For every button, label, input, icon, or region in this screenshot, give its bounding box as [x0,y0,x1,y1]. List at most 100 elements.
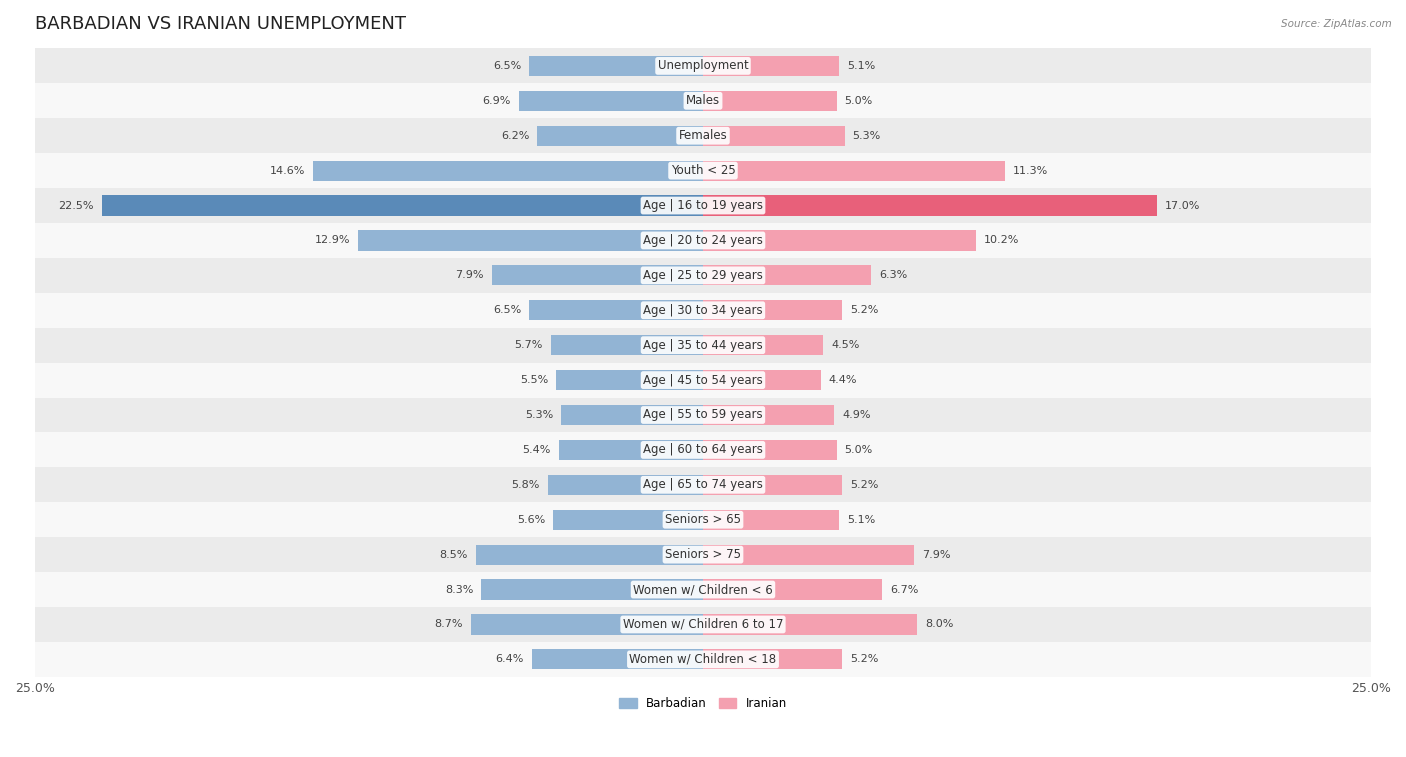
Bar [703,230,976,251]
Bar [519,91,703,111]
Bar [561,405,703,425]
Bar [35,188,1371,223]
Bar [35,397,1371,432]
Text: Females: Females [679,129,727,142]
Bar [35,83,1371,118]
Bar [554,509,703,530]
Bar [703,335,824,355]
Bar [703,370,821,390]
Text: 14.6%: 14.6% [270,166,305,176]
Text: 5.8%: 5.8% [512,480,540,490]
Bar [35,642,1371,677]
Bar [703,440,837,460]
Legend: Barbadian, Iranian: Barbadian, Iranian [614,693,792,715]
Text: 5.3%: 5.3% [524,410,554,420]
Text: 8.5%: 8.5% [440,550,468,559]
Bar [703,126,845,146]
Text: 6.5%: 6.5% [494,305,522,315]
Text: 10.2%: 10.2% [984,235,1019,245]
Text: Age | 35 to 44 years: Age | 35 to 44 years [643,338,763,352]
Text: 5.5%: 5.5% [520,375,548,385]
Text: Seniors > 75: Seniors > 75 [665,548,741,561]
Text: 6.4%: 6.4% [495,654,524,665]
Text: 5.4%: 5.4% [522,445,551,455]
Bar [703,650,842,669]
Bar [703,160,1005,181]
Bar [35,572,1371,607]
Text: Age | 30 to 34 years: Age | 30 to 34 years [643,304,763,316]
Bar [35,607,1371,642]
Text: 8.0%: 8.0% [925,619,953,630]
Bar [35,118,1371,153]
Bar [35,432,1371,467]
Bar [703,265,872,285]
Text: Age | 25 to 29 years: Age | 25 to 29 years [643,269,763,282]
Text: 8.7%: 8.7% [434,619,463,630]
Bar [471,615,703,634]
Bar [35,153,1371,188]
Bar [537,126,703,146]
Text: 5.6%: 5.6% [517,515,546,525]
Bar [703,300,842,320]
Text: 5.2%: 5.2% [851,305,879,315]
Text: 5.3%: 5.3% [852,131,882,141]
Text: 5.0%: 5.0% [845,445,873,455]
Text: Age | 55 to 59 years: Age | 55 to 59 years [643,409,763,422]
Text: 5.1%: 5.1% [848,61,876,71]
Bar [35,48,1371,83]
Text: 17.0%: 17.0% [1166,201,1201,210]
Bar [35,467,1371,503]
Text: 5.7%: 5.7% [515,340,543,350]
Bar [558,440,703,460]
Text: Women w/ Children < 6: Women w/ Children < 6 [633,583,773,596]
Bar [703,615,917,634]
Bar [703,56,839,76]
Bar [314,160,703,181]
Text: 6.3%: 6.3% [879,270,908,280]
Bar [703,405,834,425]
Text: Unemployment: Unemployment [658,59,748,73]
Text: Age | 65 to 74 years: Age | 65 to 74 years [643,478,763,491]
Bar [35,363,1371,397]
Text: 5.2%: 5.2% [851,480,879,490]
Text: 11.3%: 11.3% [1012,166,1049,176]
Text: BARBADIAN VS IRANIAN UNEMPLOYMENT: BARBADIAN VS IRANIAN UNEMPLOYMENT [35,15,406,33]
Bar [35,258,1371,293]
Bar [551,335,703,355]
Text: 7.9%: 7.9% [922,550,950,559]
Bar [35,503,1371,537]
Text: 8.3%: 8.3% [444,584,474,594]
Bar [35,293,1371,328]
Text: 5.0%: 5.0% [845,96,873,106]
Text: 6.2%: 6.2% [501,131,529,141]
Text: Youth < 25: Youth < 25 [671,164,735,177]
Bar [35,328,1371,363]
Bar [531,650,703,669]
Text: Males: Males [686,95,720,107]
Text: 6.7%: 6.7% [890,584,918,594]
Bar [548,475,703,495]
Bar [529,300,703,320]
Bar [703,195,1157,216]
Bar [101,195,703,216]
Text: Age | 16 to 19 years: Age | 16 to 19 years [643,199,763,212]
Text: 6.5%: 6.5% [494,61,522,71]
Text: Women w/ Children < 18: Women w/ Children < 18 [630,653,776,666]
Text: 5.1%: 5.1% [848,515,876,525]
Bar [35,223,1371,258]
Bar [703,544,914,565]
Text: Women w/ Children 6 to 17: Women w/ Children 6 to 17 [623,618,783,631]
Text: 5.2%: 5.2% [851,654,879,665]
Bar [703,579,882,600]
Text: 6.9%: 6.9% [482,96,510,106]
Bar [703,475,842,495]
Text: 4.4%: 4.4% [828,375,858,385]
Bar [475,544,703,565]
Bar [703,509,839,530]
Text: 4.9%: 4.9% [842,410,870,420]
Bar [359,230,703,251]
Bar [555,370,703,390]
Bar [481,579,703,600]
Text: Source: ZipAtlas.com: Source: ZipAtlas.com [1281,19,1392,29]
Text: Age | 20 to 24 years: Age | 20 to 24 years [643,234,763,247]
